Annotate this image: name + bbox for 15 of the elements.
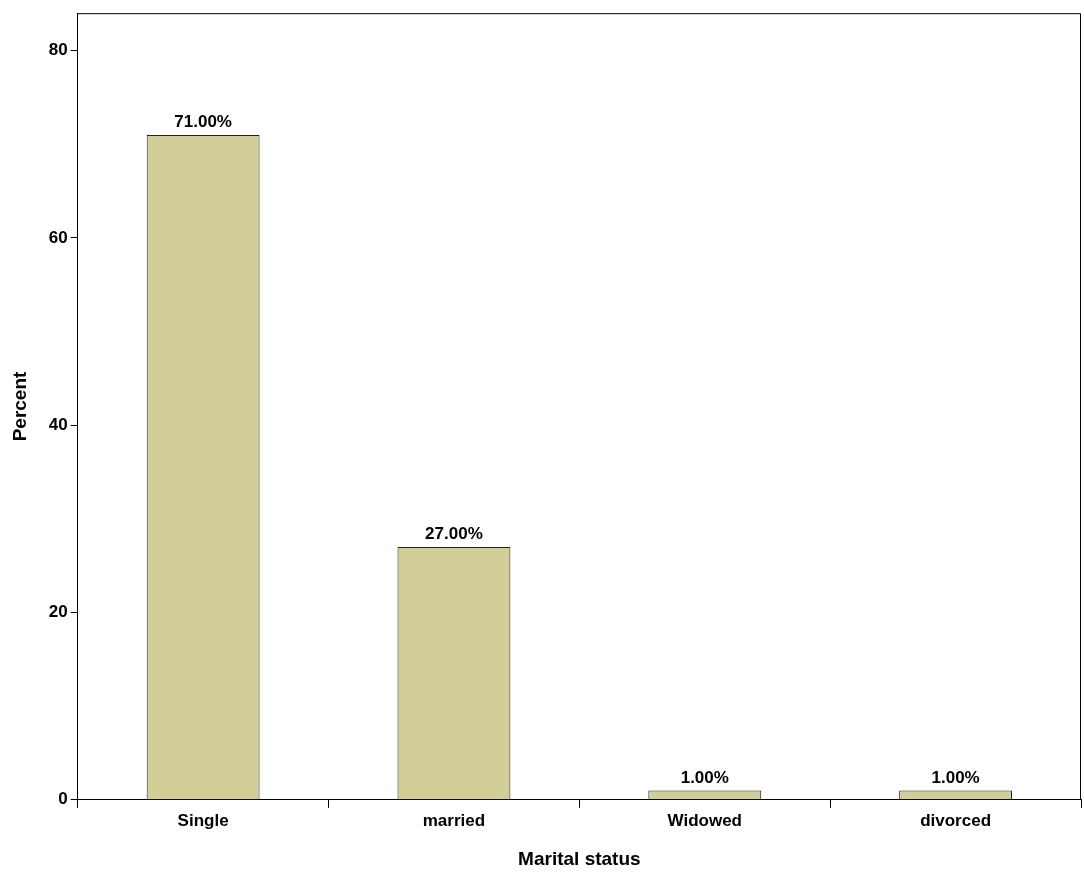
data-label: 27.00% xyxy=(425,524,483,544)
y-tick-label: 60 xyxy=(48,227,68,247)
x-tick-label: Single xyxy=(177,810,229,830)
data-label: 71.00% xyxy=(174,112,232,132)
data-label: 1.00% xyxy=(680,767,729,787)
y-axis-title: Percent xyxy=(8,370,30,442)
x-tick-label: Widowed xyxy=(667,810,742,830)
y-tick-label: 80 xyxy=(48,40,68,60)
x-tick-label: married xyxy=(422,810,486,830)
x-axis-title: Marital status xyxy=(518,847,641,869)
data-label: 1.00% xyxy=(931,767,980,787)
y-tick-label: 20 xyxy=(48,602,68,622)
x-tick-label: divorced xyxy=(920,810,992,830)
y-tick-label: 40 xyxy=(48,414,68,434)
y-tick-label: 0 xyxy=(58,789,68,809)
